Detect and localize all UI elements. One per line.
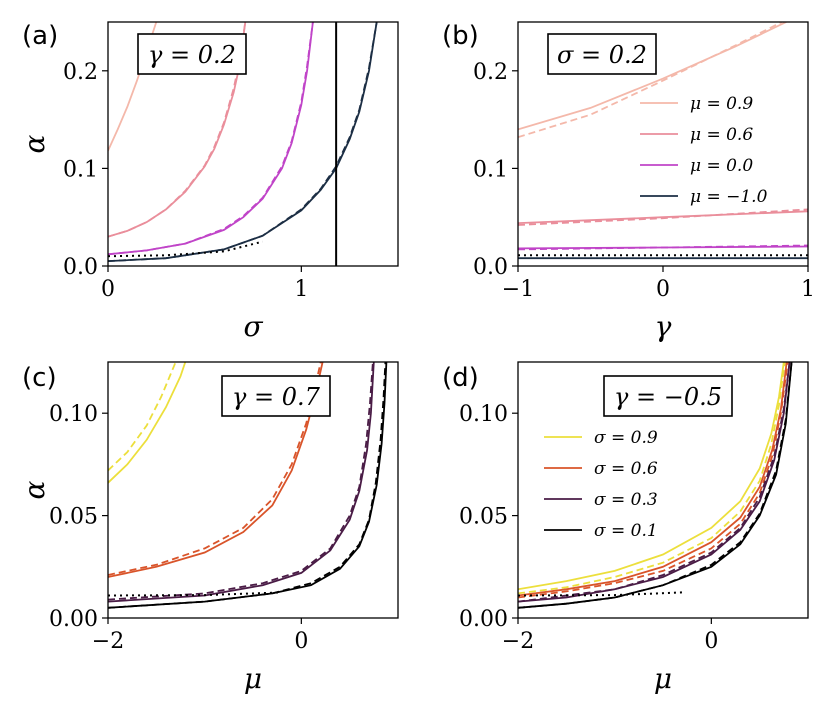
panel-label: (c) [22, 363, 57, 393]
y-tick-label-1: 0.05 [49, 505, 98, 530]
legend-label-3: μ = −1.0 [690, 187, 768, 207]
x-tick-label-0: −2 [502, 629, 534, 654]
plot-area [518, 362, 793, 609]
parameter-box [603, 375, 733, 417]
x-tick-label-1: 1 [294, 277, 308, 302]
parameter-box [221, 375, 331, 417]
series-dashed-line-1 [518, 208, 808, 226]
legend-label-1: σ = 0.6 [594, 459, 658, 479]
x-tick-label-1: 0 [656, 277, 670, 302]
series-dashed-line-2 [518, 244, 808, 251]
series-dashed-line-3 [518, 362, 793, 609]
series-line-1 [518, 362, 788, 597]
plot-area [518, 22, 808, 260]
panel-label: (b) [442, 21, 479, 51]
y-tick-label-0: 0.0 [473, 255, 508, 280]
panel-label: (a) [22, 21, 58, 51]
parameter-box [547, 33, 657, 75]
series-line-1 [518, 210, 808, 224]
series-line-0 [108, 362, 187, 484]
y-tick-label-2: 0.10 [459, 402, 508, 427]
y-tick-label-1: 0.1 [473, 157, 508, 182]
series-dashed-line-2 [518, 362, 791, 603]
x-axis-label: μ [654, 662, 672, 695]
reference-dotted-line [108, 591, 283, 597]
legend-label-1: μ = 0.6 [690, 125, 753, 145]
reference-dotted-line [518, 591, 683, 597]
plot-area [108, 22, 378, 266]
series-dashed-line-0 [518, 362, 786, 595]
x-axis-label: σ [243, 310, 263, 343]
series-dashed-line-3 [108, 362, 387, 609]
plot-frame [517, 361, 809, 619]
x-tick-label-0: 0 [101, 277, 115, 302]
y-tick-label-2: 0.2 [473, 60, 508, 85]
legend: μ = 0.9 μ = 0.6 μ = 0.0 μ = −1.0 [640, 94, 768, 207]
legend-label-2: σ = 0.3 [594, 490, 658, 510]
series-dashed-line-2 [108, 362, 374, 601]
series-dashed-line-1 [108, 22, 247, 238]
y-tick-label-0: 0.00 [49, 607, 98, 632]
parameter-box [137, 33, 247, 75]
parameter-box-label: γ = 0.7 [232, 383, 321, 411]
x-tick-label-1: 0 [294, 629, 308, 654]
panel-b: −1 0 10.00.10.2γ(b)σ = 0.2μ = 0.9μ = 0.6μ … [442, 21, 815, 343]
x-tick-label-2: 1 [801, 277, 815, 302]
parameter-box-label: γ = −0.5 [614, 383, 722, 411]
series-dashed-line-3 [108, 22, 378, 262]
y-tick-label-0: 0.0 [63, 255, 98, 280]
legend-label-0: μ = 0.9 [690, 94, 753, 114]
series-line-0 [518, 22, 787, 131]
y-axis-label: α [18, 480, 51, 499]
x-tick-label-1: 0 [704, 629, 718, 654]
y-axis-label: α [18, 134, 51, 153]
x-tick-label-0: −2 [92, 629, 124, 654]
y-tick-label-0: 0.00 [459, 607, 508, 632]
series-dashed-line-0 [108, 362, 177, 472]
panel-c: −2 0 0.00 0.05 0.10 μ α (c) γ = 0.7 [18, 361, 399, 695]
series-line-0 [518, 362, 785, 591]
x-tick-label-0: −1 [502, 277, 534, 302]
series-dashed-line-1 [518, 362, 789, 599]
y-tick-label-2: 0.2 [63, 60, 98, 85]
y-tick-label-1: 0.05 [459, 505, 508, 530]
legend: σ = 0.9 σ = 0.6 σ = 0.3 σ = 0.1 [544, 428, 658, 541]
legend-label-0: σ = 0.9 [594, 428, 658, 448]
plot-frame [107, 21, 399, 267]
x-axis-label: μ [244, 662, 262, 695]
x-axis-label: γ [655, 310, 672, 343]
plot-frame [107, 361, 399, 619]
panel-d: −2 00.000.050.10μ(d)γ = −0.5σ = 0.9σ = 0.… [442, 361, 809, 695]
series-line-3 [108, 362, 388, 609]
parameter-box-label: γ = 0.2 [148, 41, 236, 69]
series-line-2 [108, 362, 375, 603]
panel-label: (d) [442, 363, 479, 393]
series-dashed-line-2 [108, 22, 314, 256]
series-dashed-line-0 [518, 22, 783, 139]
series-line-2 [518, 362, 791, 603]
parameter-box-label: σ = 0.2 [557, 41, 647, 69]
legend-label-3: σ = 0.1 [594, 521, 658, 541]
legend-label-2: μ = 0.0 [690, 156, 753, 176]
y-tick-label-2: 0.10 [49, 402, 98, 427]
y-tick-label-1: 0.1 [63, 157, 98, 182]
panel-a: 0 1 0.0 0.1 0.2 σ α (a) γ = 0.2 [18, 21, 399, 343]
